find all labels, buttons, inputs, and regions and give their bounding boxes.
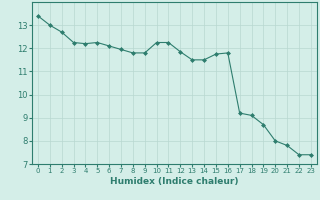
X-axis label: Humidex (Indice chaleur): Humidex (Indice chaleur) — [110, 177, 239, 186]
